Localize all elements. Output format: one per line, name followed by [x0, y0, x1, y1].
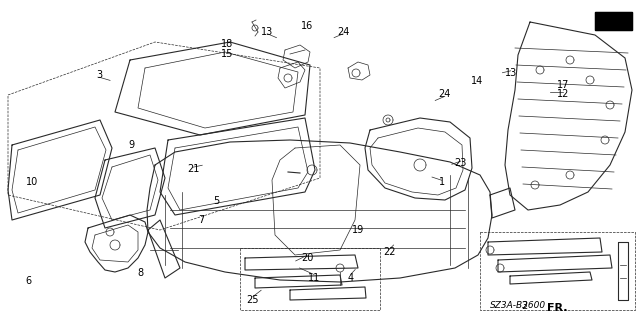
Text: 12: 12	[557, 89, 570, 99]
Text: 17: 17	[557, 79, 570, 90]
Text: 20: 20	[301, 253, 314, 263]
Text: 13: 13	[261, 27, 274, 37]
Text: 15: 15	[221, 48, 234, 59]
Text: 16: 16	[301, 21, 314, 31]
Text: 1: 1	[438, 177, 445, 187]
Text: 21: 21	[187, 164, 200, 174]
Text: 3: 3	[96, 70, 102, 80]
Text: 19: 19	[352, 225, 365, 235]
Text: 7: 7	[198, 215, 205, 225]
Text: 5: 5	[213, 196, 220, 206]
Text: 4: 4	[348, 272, 354, 283]
Text: 24: 24	[337, 27, 349, 37]
Text: 2: 2	[522, 301, 528, 311]
Text: 8: 8	[138, 268, 144, 278]
Text: 22: 22	[383, 247, 396, 257]
Text: 25: 25	[246, 295, 259, 305]
Polygon shape	[595, 12, 632, 30]
Text: 6: 6	[26, 276, 32, 286]
Text: 24: 24	[438, 89, 451, 99]
Text: 9: 9	[128, 140, 134, 150]
Text: 13: 13	[504, 68, 517, 78]
Text: 23: 23	[454, 158, 467, 168]
Text: 14: 14	[470, 76, 483, 86]
Text: 11: 11	[307, 272, 320, 283]
Text: 10: 10	[26, 177, 38, 187]
Text: FR.: FR.	[547, 303, 567, 313]
Text: 18: 18	[221, 39, 234, 49]
Text: SZ3A-B3600: SZ3A-B3600	[490, 300, 546, 309]
